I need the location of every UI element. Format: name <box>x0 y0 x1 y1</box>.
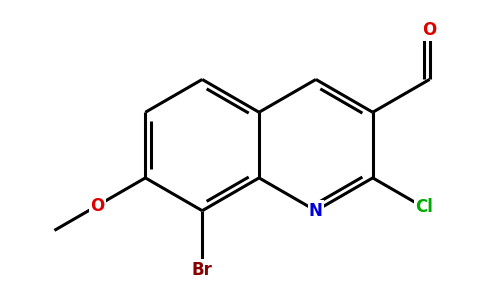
Text: N: N <box>309 202 323 220</box>
Text: Cl: Cl <box>415 198 433 216</box>
Text: O: O <box>90 197 104 215</box>
Text: Br: Br <box>192 261 212 279</box>
Text: O: O <box>423 21 437 39</box>
